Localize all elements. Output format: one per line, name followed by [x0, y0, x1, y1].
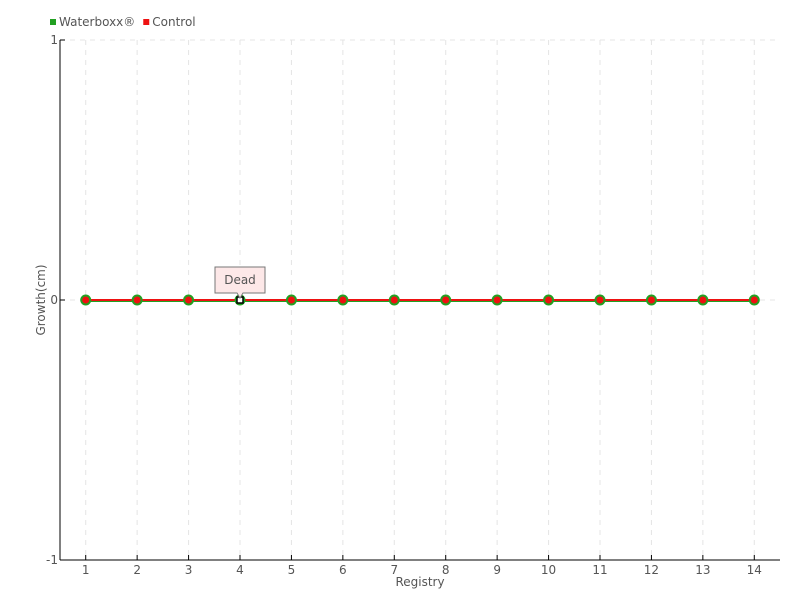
x-tick-label: 6: [339, 563, 347, 577]
data-point[interactable]: [645, 294, 657, 306]
y-tick-label: -1: [46, 553, 58, 567]
data-point[interactable]: [183, 294, 195, 306]
data-point[interactable]: [748, 294, 760, 306]
data-point[interactable]: [543, 294, 555, 306]
data-point[interactable]: [80, 294, 92, 306]
data-point[interactable]: [440, 294, 452, 306]
data-point[interactable]: [337, 294, 349, 306]
x-tick-label: 7: [390, 563, 398, 577]
x-tick-label: 10: [541, 563, 556, 577]
x-tick-label: 14: [747, 563, 762, 577]
legend-swatch: [50, 19, 56, 25]
data-point[interactable]: [491, 294, 503, 306]
y-axis-label: Growth(cm): [34, 264, 48, 335]
x-tick-label: 13: [695, 563, 710, 577]
y-tick-label: 0: [50, 293, 58, 307]
x-tick-label: 9: [493, 563, 501, 577]
data-point[interactable]: [697, 294, 709, 306]
legend-label[interactable]: Waterboxx®: [59, 15, 135, 29]
y-tick-label: 1: [50, 33, 58, 47]
x-tick-label: 8: [442, 563, 450, 577]
x-axis-label: Registry: [395, 575, 444, 589]
data-point[interactable]: [388, 294, 400, 306]
legend-label[interactable]: Control: [152, 15, 195, 29]
x-tick-label: 12: [644, 563, 659, 577]
data-point[interactable]: [131, 294, 143, 306]
data-point[interactable]: [594, 294, 606, 306]
x-tick-label: 5: [288, 563, 296, 577]
x-tick-label: 4: [236, 563, 244, 577]
x-tick-label: 3: [185, 563, 193, 577]
x-tick-label: 11: [592, 563, 607, 577]
legend-swatch: [143, 19, 150, 25]
tooltip-text: Dead: [224, 273, 256, 287]
x-tick-label: 2: [133, 563, 141, 577]
data-point[interactable]: [285, 294, 297, 306]
x-tick-label: 1: [82, 563, 90, 577]
tooltip: [214, 266, 266, 299]
